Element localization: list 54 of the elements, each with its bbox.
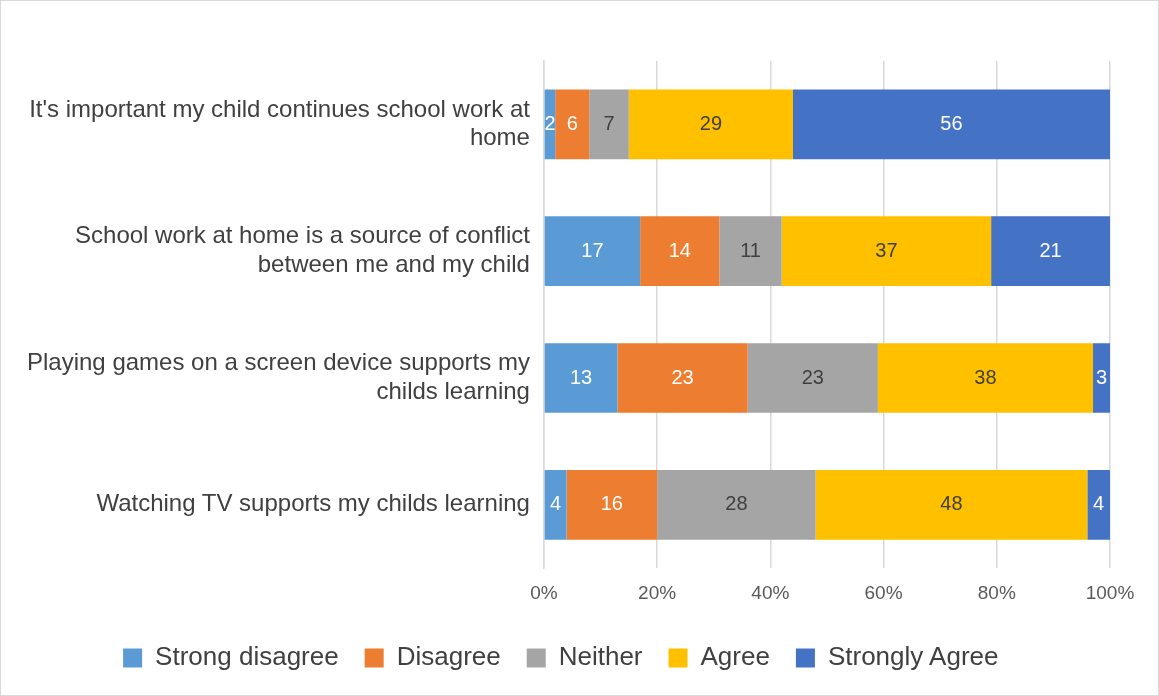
bar	[566, 469, 658, 540]
bar	[991, 216, 1110, 287]
x-tick-label: 0%	[530, 581, 558, 603]
data-label: 37	[875, 238, 898, 261]
data-label: 13	[569, 365, 593, 388]
data-label: 3	[1095, 365, 1108, 388]
x-tick-label: 20%	[638, 581, 677, 603]
data-label: 6	[566, 111, 578, 134]
data-label: 23	[671, 365, 694, 388]
legend-label: Disagree	[396, 641, 501, 672]
y-tick-label: School work at home is a source of conflict between me and my child	[75, 221, 531, 278]
data-label: 28	[725, 492, 748, 515]
bar	[544, 343, 618, 413]
bar	[544, 469, 567, 540]
data-label: 17	[581, 238, 604, 261]
bar	[1093, 343, 1110, 413]
x-tick-label: 40%	[751, 581, 790, 603]
data-label: 21	[1039, 238, 1062, 261]
data-label: 2	[544, 111, 556, 134]
bar	[781, 216, 992, 287]
y-tick-label: Watching TV supports my childs learning	[96, 489, 530, 517]
data-label: 11	[740, 238, 761, 261]
data-label: 14	[668, 238, 691, 261]
bar	[747, 343, 878, 413]
bar	[555, 89, 590, 160]
bar	[589, 89, 629, 160]
bar	[657, 469, 816, 540]
legend-label: Strongly Agree	[827, 641, 999, 672]
bar	[640, 216, 720, 287]
bar	[1087, 469, 1110, 540]
x-tick-label: 60%	[864, 581, 903, 603]
bar	[877, 343, 1094, 413]
x-tick-label: 80%	[977, 581, 1016, 603]
bar	[617, 343, 748, 413]
data-label: 7	[603, 111, 615, 134]
data-label: 48	[940, 492, 963, 515]
data-label: 38	[974, 365, 997, 388]
y-tick-label: Playing games on a screen device supports my childs learning	[27, 348, 530, 405]
data-label: 16	[600, 492, 623, 515]
bar	[719, 216, 782, 287]
bar	[544, 216, 641, 287]
legend-label: Agree	[700, 641, 770, 672]
data-label: 4	[550, 492, 562, 515]
data-label: 56	[940, 111, 963, 134]
legend-label: Neither	[558, 641, 643, 672]
legend-label: Strong disagree	[155, 641, 339, 672]
y-tick-label: It's important my child continues school work at home	[29, 94, 531, 151]
x-tick-label: 100%	[1085, 581, 1135, 603]
data-label: 29	[699, 111, 723, 134]
bar	[815, 469, 1088, 540]
data-label: 23	[801, 365, 824, 388]
bar	[793, 89, 1110, 160]
bar	[628, 89, 793, 160]
data-label: 4	[1093, 492, 1105, 515]
